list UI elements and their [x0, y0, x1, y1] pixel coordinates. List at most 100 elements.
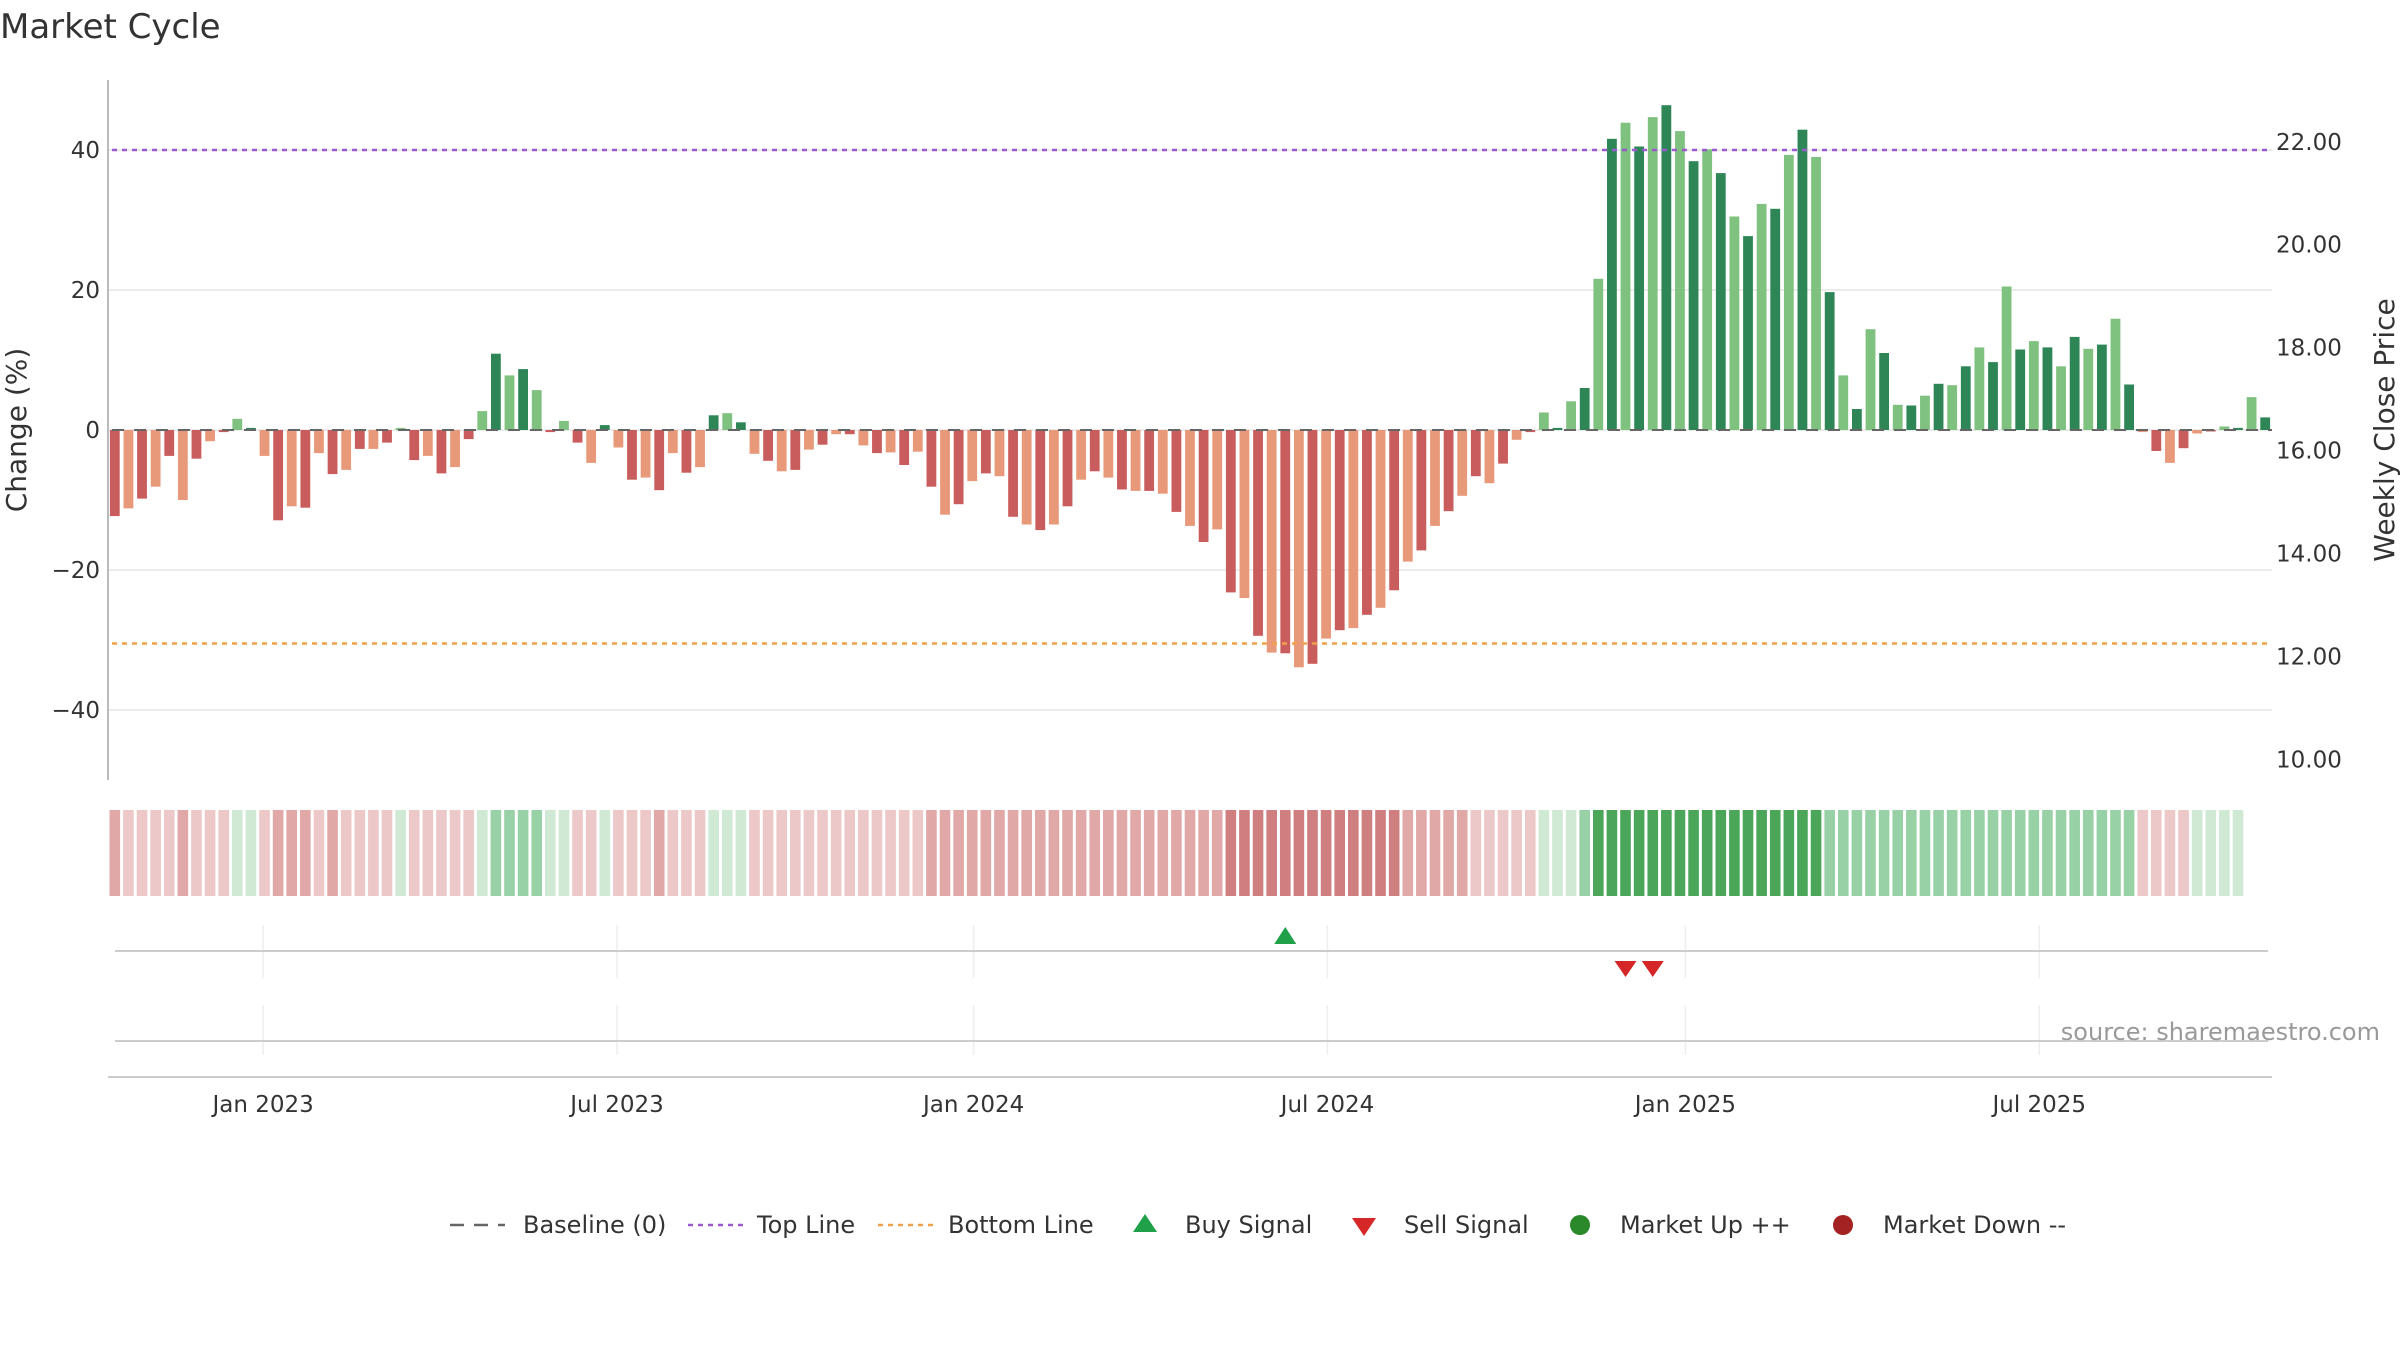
- band-cell: [1579, 810, 1590, 896]
- legend: Baseline (0) Top Line Bottom Line Buy Signa…: [450, 1211, 2066, 1239]
- bar: [327, 430, 338, 475]
- band-cell: [490, 810, 502, 896]
- bar: [1130, 430, 1141, 491]
- band-cell: [150, 810, 161, 896]
- bar: [2151, 430, 2162, 451]
- legend-label: Top Line: [756, 1211, 855, 1239]
- bar: [2110, 318, 2121, 430]
- bar: [1035, 430, 1046, 531]
- bar: [831, 430, 842, 435]
- band-cell: [1402, 810, 1414, 896]
- band-cell: [368, 810, 379, 896]
- bars-layer: [109, 105, 2271, 668]
- band-cell: [1511, 810, 1522, 896]
- bar: [708, 415, 719, 430]
- bar: [572, 430, 583, 443]
- band-cell: [1239, 810, 1250, 896]
- band-cell: [585, 810, 597, 896]
- bar: [790, 430, 801, 470]
- band-cell: [504, 810, 515, 896]
- band-cell: [1375, 810, 1386, 896]
- right-tick-label: 20.00: [2276, 233, 2342, 259]
- band-cell: [204, 810, 216, 896]
- band-cell: [1960, 810, 1972, 896]
- bar: [1443, 430, 1454, 512]
- band-cell: [1497, 810, 1509, 896]
- left-tick-label: 0: [85, 418, 100, 444]
- band-cell: [558, 810, 570, 896]
- band-cell: [871, 810, 883, 896]
- x-tick-label: Jan 2024: [921, 1092, 1024, 1118]
- band-cell: [327, 810, 338, 896]
- band-cell: [1987, 810, 1999, 896]
- band-cell: [1075, 810, 1087, 896]
- bar: [817, 430, 828, 445]
- bar: [804, 430, 814, 450]
- bar: [1076, 430, 1087, 480]
- band-cell: [1974, 810, 1985, 896]
- right-tick-label: 22.00: [2276, 130, 2342, 156]
- band-cell: [1266, 810, 1277, 896]
- bar: [640, 430, 651, 478]
- bar: [1974, 347, 1985, 430]
- source-label: source: sharemaestro.com: [2061, 1018, 2380, 1046]
- bar: [2165, 430, 2175, 463]
- band-cell: [123, 810, 134, 896]
- bar: [695, 430, 705, 468]
- bar: [490, 353, 501, 430]
- band-cell: [1307, 810, 1318, 896]
- band-cell: [626, 810, 638, 896]
- band-cell: [803, 810, 815, 896]
- bar: [2124, 384, 2134, 430]
- bar: [722, 413, 733, 430]
- bar: [137, 430, 147, 499]
- band-cell: [1034, 810, 1046, 896]
- bar: [613, 430, 624, 448]
- bar: [1470, 430, 1481, 477]
- bar: [1334, 430, 1345, 631]
- band-cell: [1293, 810, 1305, 896]
- band-cell: [1171, 810, 1182, 896]
- buy-signal-marker: [1274, 927, 1297, 944]
- bar: [1484, 430, 1495, 484]
- bar: [1089, 430, 1100, 472]
- band-cell: [1552, 810, 1563, 896]
- band-cell: [1443, 810, 1454, 896]
- band-cell: [1279, 810, 1291, 896]
- band-cell: [531, 810, 543, 896]
- band-cell: [2028, 810, 2040, 896]
- x-tick-label: Jul 2023: [568, 1092, 664, 1118]
- left-tick-label: 40: [71, 138, 100, 164]
- band-cell: [218, 810, 229, 896]
- band-cell: [1756, 810, 1767, 896]
- band-cell: [136, 810, 148, 896]
- bar: [232, 418, 243, 430]
- bar: [967, 430, 978, 482]
- bar: [286, 430, 297, 507]
- band-cell: [463, 810, 474, 896]
- band-cell: [1906, 810, 1917, 896]
- bar: [1729, 216, 1740, 430]
- band-cell: [1157, 810, 1169, 896]
- bar: [2233, 427, 2243, 430]
- bar: [940, 430, 950, 515]
- band-cell: [1620, 810, 1631, 896]
- band-cell: [1606, 810, 1618, 896]
- right-tick-label: 16.00: [2276, 439, 2342, 465]
- bar: [422, 430, 433, 456]
- bar: [1661, 105, 1672, 430]
- left-tick-label: 20: [71, 278, 100, 304]
- left-tick-label: −20: [51, 558, 100, 584]
- right-tick-label: 14.00: [2276, 542, 2342, 568]
- bar: [354, 430, 365, 449]
- band-cell: [1007, 810, 1019, 896]
- left-y-ticks: −40 −20 0 20 40: [51, 138, 100, 724]
- band-cell: [1824, 810, 1835, 896]
- bar: [450, 430, 460, 468]
- bar: [1021, 430, 1032, 525]
- band-cell: [599, 810, 611, 896]
- bar: [2015, 349, 2026, 430]
- band-cell: [1837, 810, 1849, 896]
- band-cell: [572, 810, 583, 896]
- bar: [518, 369, 529, 430]
